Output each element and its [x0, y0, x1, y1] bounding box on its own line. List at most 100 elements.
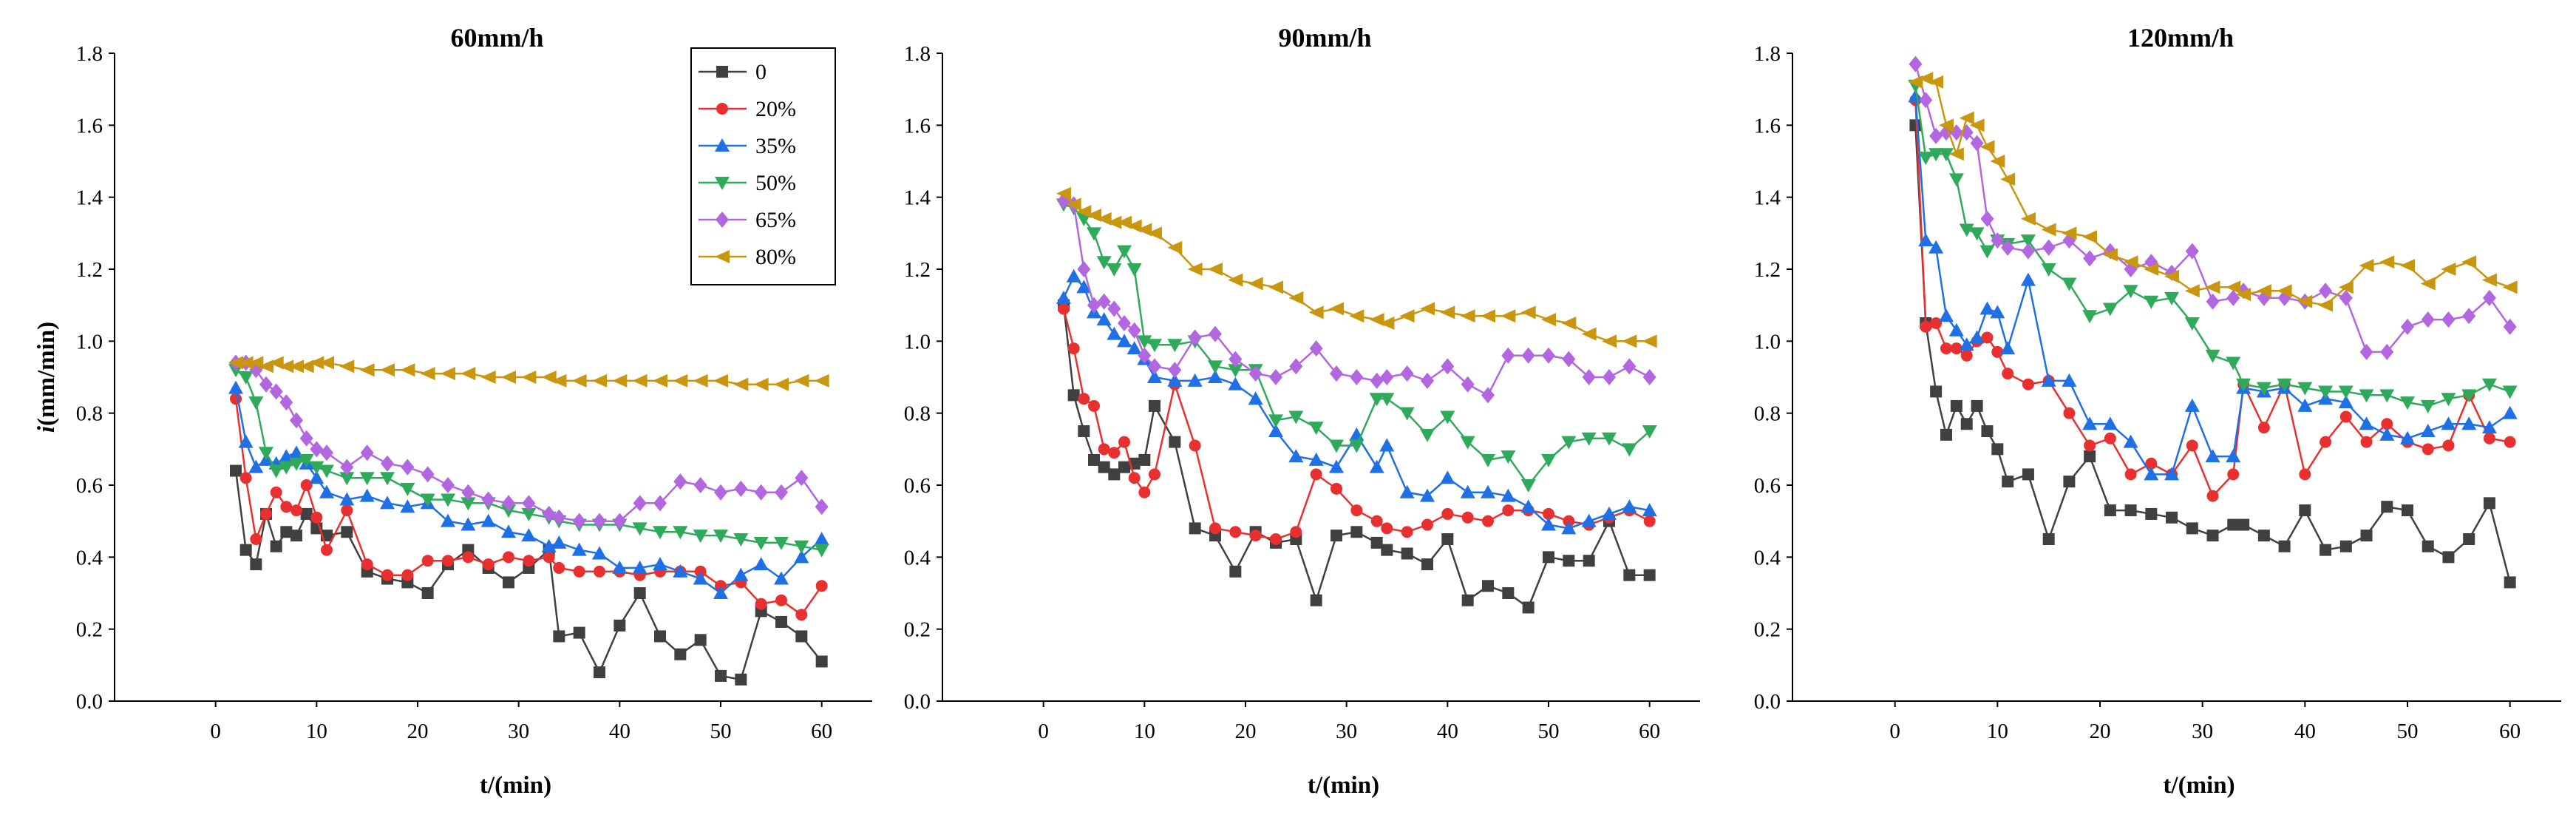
data-point: [1127, 322, 1141, 339]
data-point: [1930, 317, 1943, 329]
data-point: [1329, 459, 1344, 473]
data-point: [2062, 373, 2077, 387]
x-axis-label: t/(min): [1308, 772, 1379, 799]
data-point: [733, 377, 749, 391]
data-point: [1066, 197, 1081, 212]
x-tick-label: 60: [1639, 720, 1660, 743]
data-point: [612, 373, 628, 388]
data-point: [238, 356, 254, 370]
data-point: [2102, 302, 2118, 317]
data-point: [1991, 443, 2004, 456]
data-point: [2041, 373, 2056, 387]
data-point: [2022, 378, 2034, 390]
data-point: [1400, 365, 1414, 382]
data-point: [2082, 416, 2098, 430]
data-point: [1929, 127, 1943, 144]
data-point: [2166, 511, 2178, 524]
data-point: [1502, 504, 1515, 517]
legend-marker: [715, 177, 730, 190]
data-point: [2002, 368, 2014, 380]
data-point: [2226, 280, 2241, 294]
data-point: [753, 536, 769, 550]
data-point: [1581, 327, 1597, 341]
legend-marker: [716, 103, 728, 115]
data-point: [1908, 89, 1923, 103]
data-point: [1228, 364, 1243, 378]
data-point: [289, 359, 304, 373]
data-point: [2299, 468, 2311, 481]
data-point: [1349, 439, 1365, 453]
data-point: [2063, 476, 2076, 488]
data-point: [1350, 526, 1363, 538]
data-point: [2063, 407, 2076, 419]
y-tick-label: 1.4: [904, 186, 931, 210]
data-point: [1990, 305, 2005, 319]
data-point: [1622, 499, 1637, 513]
data-point: [1118, 436, 1130, 448]
data-point: [2164, 467, 2180, 481]
data-point: [1950, 342, 1962, 355]
data-point: [1969, 227, 1985, 241]
data-point: [300, 479, 313, 491]
data-point: [1918, 233, 1934, 247]
y-tick-label: 1.0: [904, 330, 931, 354]
data-point: [753, 377, 769, 391]
data-point: [299, 453, 314, 467]
legend-marker: [715, 250, 730, 263]
data-point: [614, 619, 626, 632]
y-tick-label: 0.0: [1754, 690, 1781, 714]
data-point: [1939, 308, 1954, 322]
data-point: [290, 530, 302, 542]
data-point: [2145, 457, 2158, 470]
data-point: [1440, 410, 1455, 425]
data-point: [2102, 416, 2118, 430]
data-point: [1622, 358, 1637, 375]
data-point: [654, 630, 666, 643]
data-point: [1939, 118, 1954, 132]
x-axis-label: t/(min): [480, 772, 551, 799]
data-point: [1561, 521, 1577, 535]
data-point: [1118, 315, 1131, 331]
data-point: [2422, 443, 2434, 456]
data-point: [279, 394, 293, 411]
data-point: [1643, 569, 1656, 581]
data-point: [319, 464, 334, 478]
data-point: [674, 648, 687, 660]
data-point: [1369, 459, 1384, 473]
data-point: [2001, 239, 2015, 256]
data-point: [361, 558, 373, 571]
y-tick-label: 1.4: [1754, 186, 1781, 210]
y-tick-label: 0.6: [76, 474, 103, 498]
data-point: [1563, 555, 1575, 567]
data-point: [2020, 234, 2036, 248]
data-point: [1420, 302, 1435, 316]
data-point: [2359, 343, 2373, 360]
data-point: [541, 538, 557, 552]
y-tick-label: 0.4: [1754, 546, 1781, 569]
data-point: [1350, 504, 1363, 517]
data-point: [673, 526, 688, 540]
data-point: [2381, 418, 2393, 430]
data-point: [503, 551, 514, 564]
data-point: [632, 522, 648, 536]
data-point: [299, 430, 313, 447]
data-point: [715, 669, 727, 682]
data-point: [2338, 280, 2354, 294]
data-point: [1541, 517, 1556, 531]
data-point: [1501, 488, 1516, 502]
data-point: [1228, 351, 1243, 368]
data-point: [380, 496, 395, 510]
data-point: [2123, 434, 2138, 448]
data-point: [381, 455, 394, 472]
data-point: [2041, 223, 2056, 237]
data-point: [2278, 540, 2291, 552]
data-point: [341, 504, 353, 517]
x-tick-label: 10: [1134, 720, 1155, 743]
data-point: [1268, 424, 1283, 437]
data-point: [713, 586, 728, 599]
data-point: [2123, 255, 2138, 269]
data-point: [482, 558, 495, 571]
data-point: [2184, 284, 2200, 298]
data-point: [1581, 513, 1597, 527]
data-point: [2319, 283, 2333, 300]
